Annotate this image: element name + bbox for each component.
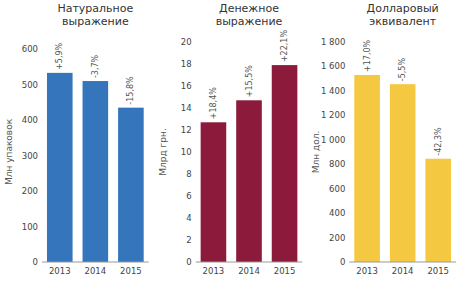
bars — [354, 75, 451, 262]
y-tick-label: 1 600 — [321, 61, 345, 71]
y-tick-label: 2 — [186, 235, 191, 245]
x-tick-label: 2013 — [356, 266, 378, 276]
x-tick-label: 2015 — [427, 266, 449, 276]
x-tick-label: 2015 — [274, 266, 296, 276]
annotation: +18,4% — [209, 87, 218, 120]
bar — [83, 81, 109, 262]
x-axis-line — [196, 262, 303, 263]
title: Долларовыйэквивалент — [367, 2, 439, 28]
y-tick-label: 10 — [181, 147, 192, 157]
bar — [201, 122, 227, 262]
bar — [425, 159, 451, 262]
x-tick-label: 2015 — [120, 266, 142, 276]
y-tick-label: 600 — [329, 184, 345, 194]
x-axis-line — [349, 262, 456, 263]
y-tick-label: 200 — [22, 186, 38, 196]
y-tick-label: 0 — [186, 257, 191, 267]
y-tick-label: 14 — [181, 103, 192, 113]
bar — [354, 75, 380, 262]
x-tick-label: 2013 — [203, 266, 225, 276]
annotation: +22,1% — [280, 30, 289, 63]
y-tick-label: 6 — [186, 191, 191, 201]
y-tick-label: 200 — [329, 233, 345, 243]
title: Натуральноевыражение — [57, 2, 133, 28]
y-tick-label: 4 — [186, 213, 191, 223]
annotation: +17,0% — [363, 39, 372, 72]
y-tick-label: 1 400 — [321, 86, 345, 96]
title: Денежноевыражение — [216, 2, 283, 28]
bar — [272, 65, 298, 262]
y-tick-label: 20 — [181, 37, 192, 47]
y-axis-label: Млн упаковок — [4, 118, 14, 185]
y-tick-label: 18 — [181, 59, 192, 69]
y-tick-label: 0 — [340, 257, 345, 267]
annotation: -15,8% — [126, 76, 135, 105]
bars — [201, 65, 298, 262]
x-axis-line — [42, 262, 149, 263]
y-tick-label: 600 — [22, 44, 38, 54]
chart-panel: Долларовыйэквивалент Млн дол. 0 200 400 600 80… — [311, 2, 456, 276]
x-tick-label: 2014 — [392, 266, 414, 276]
annotation: +5,9% — [55, 42, 64, 69]
y-tick-label: 100 — [22, 222, 38, 232]
y-tick-label: 1 200 — [321, 110, 345, 120]
y-tick-label: 16 — [181, 81, 192, 91]
bar — [118, 108, 144, 262]
y-tick-label: 1 000 — [321, 135, 345, 145]
annotation: +15,5% — [245, 65, 254, 98]
bar — [390, 84, 416, 262]
y-tick-label: 8 — [186, 169, 191, 179]
y-tick-label: 12 — [181, 125, 192, 135]
bar — [47, 73, 73, 262]
bars — [47, 73, 144, 262]
figure: НатуральноевыражениеМлн упаковок01002003… — [0, 0, 461, 283]
x-tick-label: 2013 — [49, 266, 71, 276]
annotation: -3,7% — [91, 54, 100, 78]
y-tick-label: 0 — [33, 257, 38, 267]
chart-panel: Натуральноевыражение Млн упаковок 0 100 200 3… — [4, 2, 149, 276]
y-tick-label: 800 — [329, 159, 345, 169]
y-tick-label: 500 — [22, 80, 38, 90]
bar — [236, 100, 262, 262]
y-axis-label: Млрд грн. — [158, 128, 168, 176]
annotation: -42,3% — [434, 127, 443, 156]
y-tick-label: 300 — [22, 151, 38, 161]
chart-panel: Денежноевыражение Млрд грн. 0 2 4 6 8 10 12 14 16 1… — [158, 2, 303, 276]
x-tick-label: 2014 — [85, 266, 107, 276]
x-tick-label: 2014 — [238, 266, 260, 276]
y-axis-label: Млн дол. — [311, 131, 321, 174]
annotation: -5,5% — [398, 58, 407, 82]
y-tick-label: 1 800 — [321, 37, 345, 47]
y-tick-label: 400 — [22, 115, 38, 125]
y-tick-label: 400 — [329, 208, 345, 218]
